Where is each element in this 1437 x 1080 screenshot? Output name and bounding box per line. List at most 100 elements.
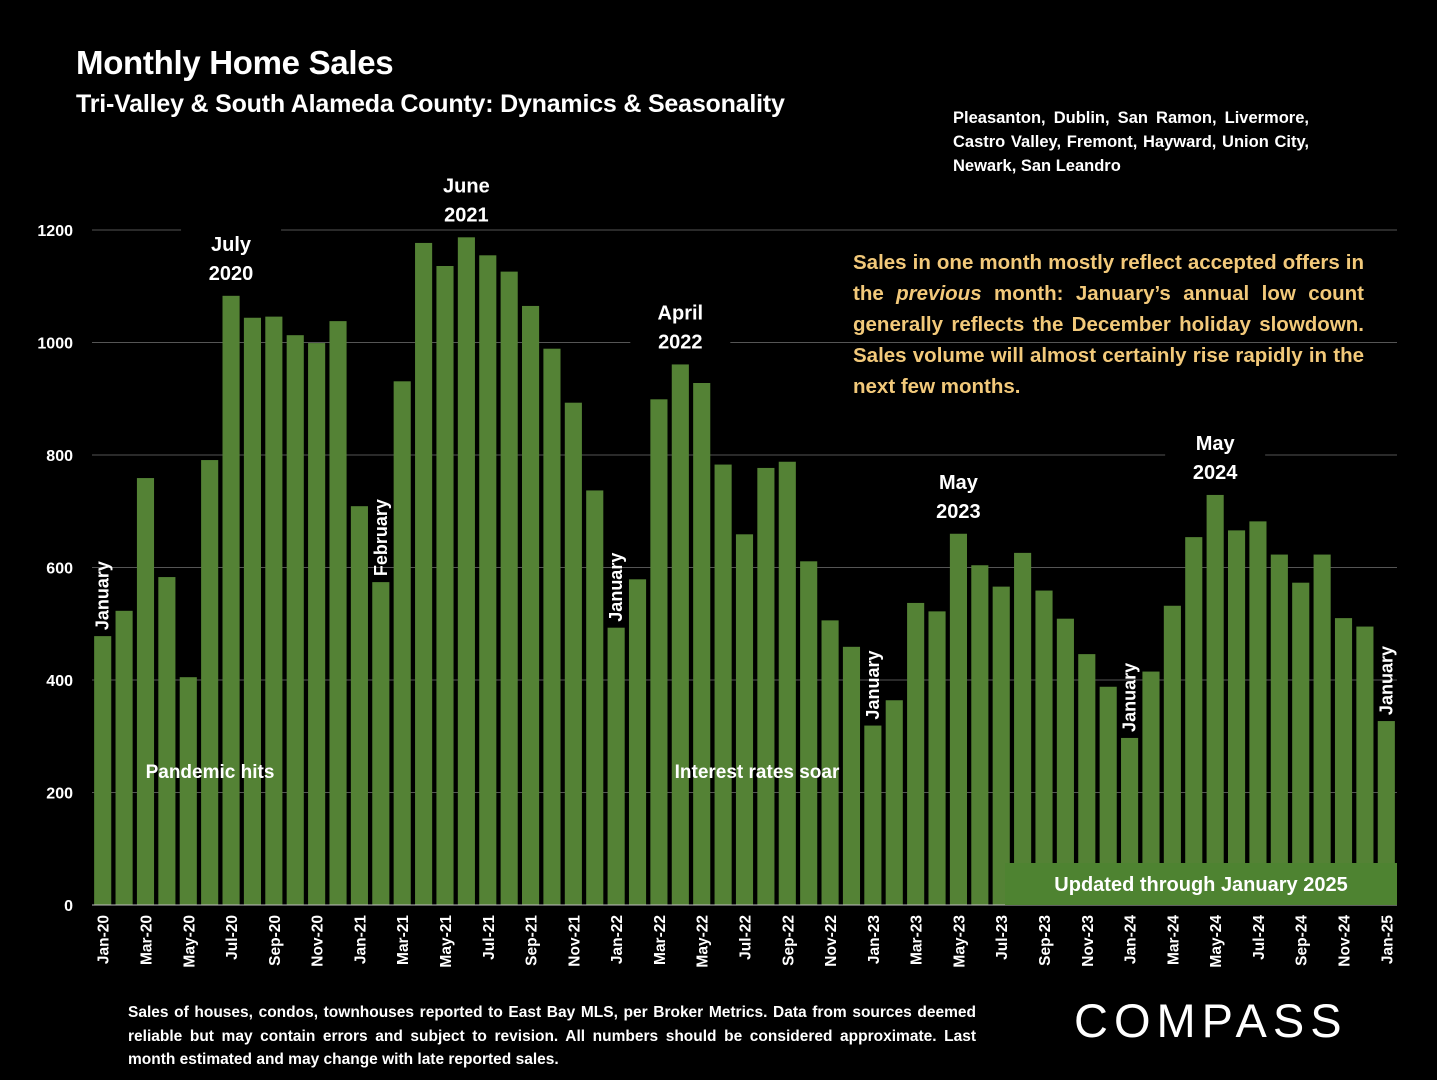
bar: [1056, 618, 1074, 905]
x-tick-label: Jul-24: [1251, 915, 1268, 960]
note-emphasis: previous: [896, 282, 982, 305]
month-annotation: January: [1120, 663, 1140, 732]
y-tick-label: 600: [46, 561, 73, 578]
bar: [222, 295, 240, 905]
x-tick-label: Mar-22: [652, 915, 669, 965]
bar: [586, 490, 604, 905]
month-annotation: January: [93, 561, 113, 630]
bar: [1206, 494, 1224, 905]
peak-annotation: 2021: [444, 204, 489, 226]
cities-list: Pleasanton, Dublin, San Ramon, Livermore…: [953, 109, 1309, 175]
peak-annotation-background: [1165, 420, 1266, 485]
peak-annotation-background: [908, 459, 1009, 524]
peak-annotation: May: [939, 472, 979, 494]
bar: [564, 402, 582, 905]
peak-annotation-background: [416, 163, 517, 228]
bar: [650, 399, 668, 905]
peak-annotation-background: [181, 221, 282, 286]
x-tick-label: Nov-22: [823, 915, 840, 967]
seasonality-note: Sales in one month mostly reflect accept…: [853, 247, 1364, 402]
x-tick-label: Mar-21: [395, 915, 412, 965]
bar: [308, 343, 326, 905]
bar: [243, 317, 262, 905]
peak-annotation: May: [1196, 433, 1236, 455]
y-tick-label: 200: [46, 786, 73, 803]
bar: [1227, 530, 1246, 905]
bar: [393, 381, 411, 905]
bar: [522, 305, 540, 905]
x-tick-label: Nov-21: [566, 915, 583, 967]
bar: [1249, 521, 1267, 905]
peak-annotation: April: [658, 302, 704, 324]
x-tick-label: Jan-22: [609, 915, 626, 964]
x-tick-label: Jul-20: [224, 915, 241, 960]
chart-subtitle: Tri-Valley & South Alameda County: Dynam…: [76, 90, 785, 118]
x-tick-label: Jan-24: [1123, 915, 1140, 964]
bar: [714, 464, 732, 905]
bar: [415, 242, 433, 905]
bar: [757, 467, 775, 905]
x-tick-label: Jul-23: [994, 915, 1011, 960]
bar: [479, 255, 497, 905]
bar: [158, 577, 176, 905]
x-tick-label: Mar-23: [909, 915, 926, 965]
x-tick-label: Nov-20: [310, 915, 327, 967]
bar-chart: 0 200 400 600 800 1000 1200 Jan-20 Mar-20 May-20 J…: [37, 163, 1397, 968]
peak-annotation: 2022: [658, 331, 703, 353]
updated-through-badge: Updated through January 2025: [1005, 863, 1397, 905]
bar: [372, 582, 390, 905]
peak-annotation: July: [211, 234, 252, 256]
bar: [286, 335, 304, 905]
month-annotation: January: [606, 553, 626, 622]
chart-title: Monthly Home Sales: [76, 44, 394, 81]
peak-annotation: June: [443, 175, 490, 197]
peak-annotation-background: [630, 290, 731, 355]
bar: [457, 237, 475, 905]
bar: [1142, 671, 1160, 905]
bar: [907, 602, 925, 905]
note-text-1: Sales in one month mostly reflect accept…: [853, 251, 1364, 305]
bar: [115, 610, 133, 905]
source-footnote: Sales of houses, condos, townhouses repo…: [128, 1004, 976, 1068]
bar: [265, 316, 283, 905]
bar: [201, 460, 219, 905]
bar: [1334, 618, 1353, 905]
bar: [885, 700, 903, 905]
y-tick-label: 1200: [37, 223, 73, 240]
bar: [607, 627, 625, 905]
bar: [1014, 552, 1032, 905]
bar: [179, 677, 197, 905]
compass-logo: COMPASS: [1074, 994, 1348, 1047]
bar: [136, 478, 155, 905]
bar: [1313, 554, 1331, 905]
x-tick-label: Mar-20: [138, 915, 155, 965]
bar: [436, 266, 454, 905]
bar: [543, 348, 561, 905]
bar: [500, 271, 518, 905]
bar: [1163, 605, 1181, 905]
bar: [842, 646, 861, 905]
x-tick-label: Sep-22: [780, 915, 797, 966]
bar: [1292, 582, 1310, 905]
bar: [1078, 654, 1096, 905]
y-tick-label: 0: [64, 898, 73, 915]
y-tick-label: 800: [46, 448, 73, 465]
x-tick-label: Sep-21: [524, 915, 541, 966]
bar: [864, 725, 882, 905]
x-tick-label: Jan-21: [352, 915, 369, 964]
bar: [800, 561, 818, 905]
x-tick-label: May-24: [1208, 915, 1225, 968]
bar: [350, 506, 368, 905]
bar: [1035, 590, 1053, 905]
x-tick-label: Mar-24: [1165, 915, 1182, 965]
x-tick-label: Sep-23: [1037, 915, 1054, 966]
bar: [928, 611, 946, 905]
bar: [329, 321, 347, 905]
x-tick-label: Sep-24: [1294, 915, 1311, 966]
peak-annotation: 2023: [936, 501, 981, 523]
x-tick-label: Nov-24: [1337, 915, 1354, 967]
x-tick-label: Jul-21: [481, 915, 498, 960]
peak-annotation: 2024: [1193, 462, 1238, 484]
y-tick-label: 400: [46, 673, 73, 690]
note-text-2: month: January’s annual low count genera…: [853, 282, 1364, 398]
